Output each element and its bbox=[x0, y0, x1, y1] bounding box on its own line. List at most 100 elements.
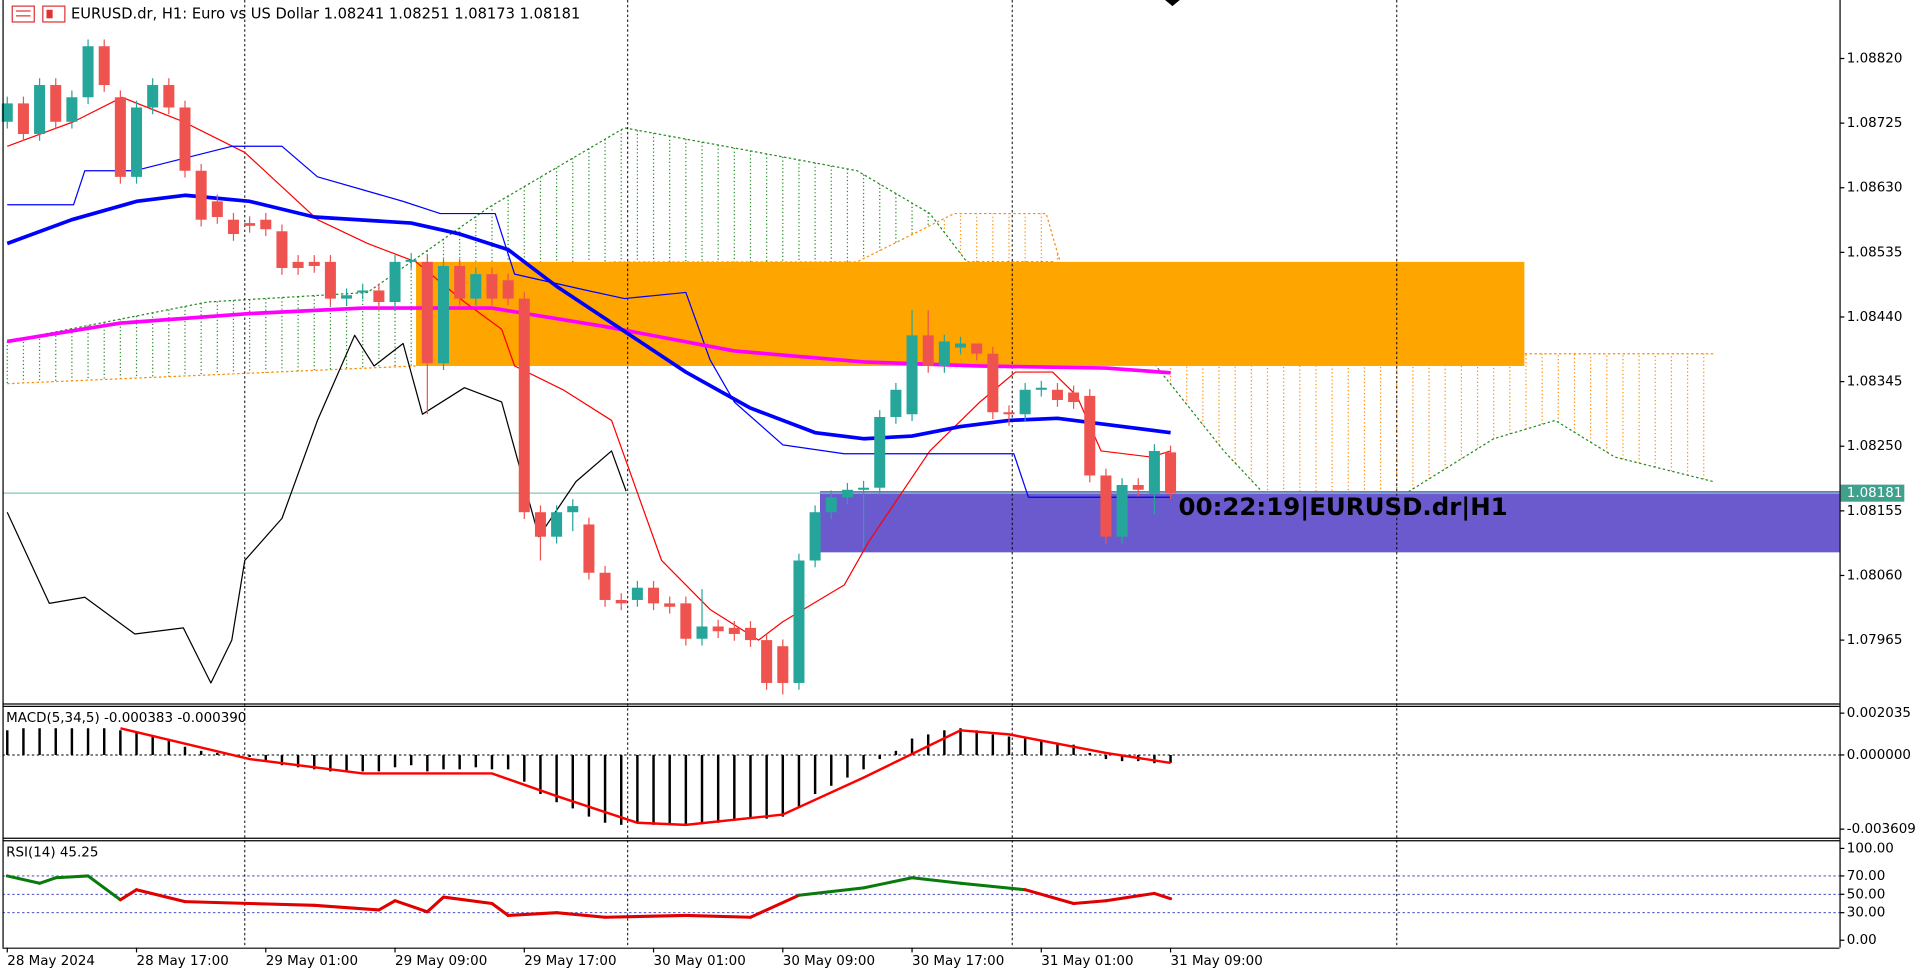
rsi-segment bbox=[684, 913, 753, 919]
candle-body bbox=[955, 343, 967, 348]
candle-body bbox=[1, 103, 13, 122]
rsi-segment bbox=[312, 903, 381, 912]
y-tick-label: 1.08155 bbox=[1847, 504, 1903, 519]
candle-body bbox=[227, 219, 239, 234]
candle-body bbox=[195, 170, 207, 220]
histogram-bar bbox=[587, 754, 591, 817]
candle-body bbox=[938, 341, 950, 366]
indicator-line bbox=[6, 306, 1171, 375]
candle-body bbox=[1165, 452, 1177, 494]
candle-body bbox=[147, 85, 159, 108]
rsi-segment bbox=[118, 888, 139, 902]
histogram-bar bbox=[830, 754, 833, 786]
candle-body bbox=[551, 512, 563, 537]
candle-body bbox=[454, 265, 466, 299]
candle-body bbox=[163, 85, 175, 108]
candle-body bbox=[244, 223, 256, 226]
candle-body bbox=[793, 560, 805, 683]
candle-body bbox=[906, 335, 918, 415]
histogram-bar bbox=[183, 746, 187, 755]
candle-body bbox=[292, 261, 304, 269]
histogram-bar bbox=[70, 728, 74, 755]
rsi-segment bbox=[183, 900, 252, 906]
rsi-segment bbox=[748, 893, 801, 919]
indicator-line bbox=[6, 334, 627, 684]
y-tick-label: 1.08820 bbox=[1847, 52, 1903, 67]
histogram-bar bbox=[603, 754, 607, 823]
rsi-segment bbox=[5, 874, 42, 885]
candle-body bbox=[1051, 389, 1063, 400]
candle-body bbox=[486, 274, 498, 299]
indicator-line bbox=[7, 96, 1171, 641]
candle-body bbox=[712, 626, 724, 632]
candle-body bbox=[114, 97, 126, 177]
histogram-bar bbox=[38, 728, 41, 755]
x-tick-label: 29 May 17:00 bbox=[524, 954, 616, 969]
y-tick-label: 1.07965 bbox=[1847, 633, 1903, 648]
histogram-bar bbox=[668, 754, 671, 825]
candle-body bbox=[696, 626, 708, 639]
histogram-bar bbox=[749, 754, 752, 819]
x-tick-label: 28 May 2024 bbox=[7, 954, 95, 969]
y-tick-label: 70.00 bbox=[1847, 869, 1886, 884]
rsi-segment bbox=[441, 895, 494, 906]
rsi-segment bbox=[555, 911, 607, 919]
histogram-bar bbox=[442, 754, 445, 770]
candle-body bbox=[82, 46, 94, 98]
histogram-bar bbox=[296, 754, 300, 768]
histogram-bar bbox=[523, 754, 526, 782]
histogram-bar bbox=[910, 738, 914, 755]
rsi-segment bbox=[490, 901, 510, 917]
rsi-segment bbox=[862, 876, 914, 890]
timer-label: 00:22:19|EURUSD.dr|H1 bbox=[1179, 492, 1508, 521]
histogram-bar bbox=[393, 754, 397, 768]
rsi-segment bbox=[958, 881, 1027, 892]
histogram-bar bbox=[943, 730, 946, 755]
histogram-bar bbox=[264, 754, 268, 762]
candle-body bbox=[809, 512, 821, 561]
candle-body bbox=[761, 640, 773, 683]
candle-body bbox=[260, 219, 272, 230]
candle-body bbox=[664, 603, 676, 607]
candle-body bbox=[308, 261, 320, 266]
icon bbox=[42, 5, 66, 23]
rsi-segment bbox=[1104, 891, 1156, 903]
histogram-bar bbox=[1023, 738, 1027, 755]
histogram-bar bbox=[894, 750, 898, 755]
zone bbox=[819, 491, 1840, 553]
histogram-bar bbox=[878, 754, 881, 760]
candle-body bbox=[583, 524, 595, 573]
panel-title: RSI(14) 45.25 bbox=[6, 845, 98, 860]
histogram-bar bbox=[636, 754, 639, 823]
histogram-bar bbox=[151, 736, 154, 755]
y-tick-label: 1.08535 bbox=[1847, 245, 1903, 260]
histogram-bar bbox=[22, 728, 25, 755]
rsi-segment bbox=[1152, 891, 1173, 901]
histogram-bar bbox=[1088, 752, 1091, 755]
y-tick-label: 0.002035 bbox=[1847, 706, 1911, 721]
histogram-bar bbox=[716, 754, 720, 823]
candle-body bbox=[324, 261, 336, 299]
rsi-segment bbox=[393, 899, 429, 914]
rsi-segment bbox=[377, 899, 397, 912]
histogram-bar bbox=[1169, 754, 1172, 763]
toolbar-icons bbox=[11, 5, 66, 23]
histogram-bar bbox=[54, 728, 57, 755]
y-tick-label: -0.003609 bbox=[1847, 822, 1916, 837]
histogram-bar bbox=[216, 752, 219, 755]
candle-body bbox=[971, 343, 983, 354]
x-tick-label: 29 May 09:00 bbox=[395, 954, 487, 969]
icon bbox=[11, 5, 35, 23]
candle-body bbox=[858, 487, 870, 490]
candle-body bbox=[470, 274, 482, 299]
candle-body bbox=[17, 103, 29, 135]
x-tick-label: 30 May 01:00 bbox=[654, 954, 746, 969]
candle-body bbox=[631, 587, 643, 600]
candle-body bbox=[437, 265, 450, 364]
last-price-box bbox=[1840, 484, 1905, 502]
rsi-segment bbox=[38, 876, 58, 885]
histogram-bar bbox=[135, 732, 138, 755]
candle-body bbox=[841, 489, 853, 498]
candle-body bbox=[405, 259, 417, 262]
histogram-bar bbox=[345, 754, 348, 772]
